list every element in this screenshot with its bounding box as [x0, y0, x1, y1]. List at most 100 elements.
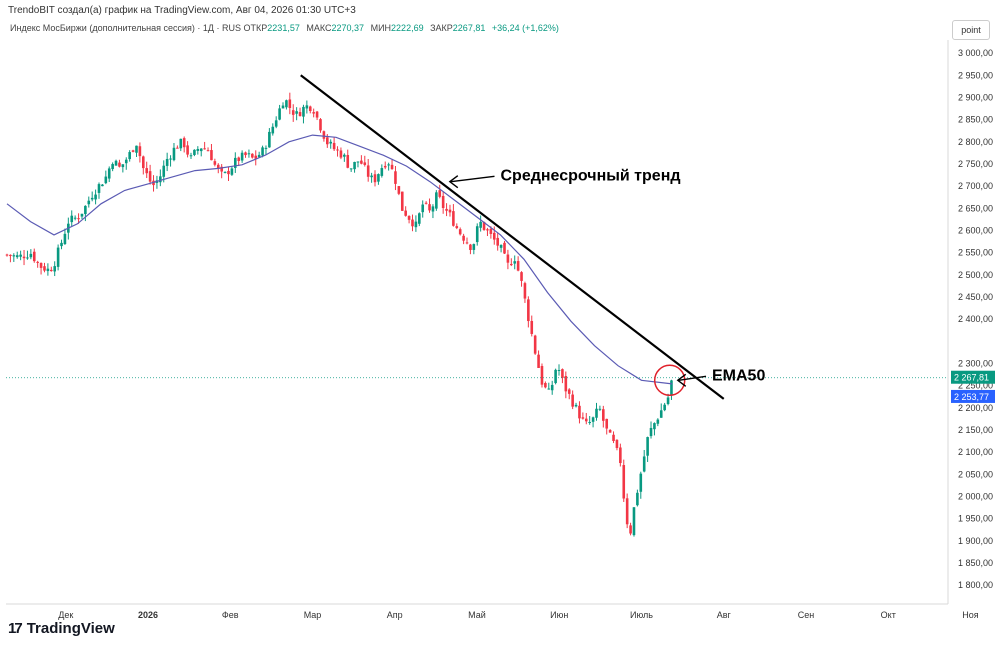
candle-body: [598, 408, 602, 410]
y-tick-label: 2 850,00: [958, 115, 993, 125]
candle-body: [513, 261, 517, 264]
annotation-arrow-shaft: [678, 375, 707, 381]
tradingview-logo[interactable]: 17 TradingView: [8, 620, 115, 637]
candle-body: [523, 283, 527, 299]
candle-body: [622, 465, 626, 499]
candle-body: [29, 253, 33, 258]
candle-body: [315, 111, 319, 118]
candle-body: [557, 370, 561, 372]
x-tick-label: Дек: [58, 610, 73, 620]
candle-body: [90, 197, 94, 200]
y-tick-label: 1 950,00: [958, 514, 993, 524]
candle-body: [394, 171, 397, 184]
candle-body: [506, 254, 510, 263]
annotation-arrow-shaft: [450, 175, 495, 183]
candle-body: [53, 266, 57, 272]
candle-body: [145, 168, 149, 174]
candle-body: [298, 112, 302, 117]
candle-body: [608, 429, 612, 433]
y-tick-label: 1 900,00: [958, 536, 993, 546]
x-tick-label: Май: [468, 610, 486, 620]
candle-body: [73, 217, 77, 219]
candle-body: [418, 213, 421, 224]
candle-body: [465, 242, 469, 244]
candle-body: [571, 394, 574, 407]
candle-body: [642, 456, 646, 472]
candle-body: [400, 191, 404, 211]
x-tick-label: Авг: [717, 610, 732, 620]
y-tick-label: 2 150,00: [958, 425, 993, 435]
candle-body: [264, 147, 268, 149]
candle-body: [438, 190, 442, 197]
candle-body: [186, 145, 189, 155]
candle-body: [281, 105, 285, 109]
candle-body: [234, 157, 237, 168]
candle-body: [489, 228, 493, 234]
candle-body: [189, 155, 193, 157]
candle-body: [131, 150, 135, 152]
candle-body: [87, 200, 91, 205]
candle-body: [564, 376, 568, 392]
candle-body: [383, 165, 387, 168]
candle-body: [619, 447, 622, 464]
candle-body: [291, 110, 295, 115]
candle-body: [107, 168, 111, 179]
candle-body: [462, 235, 465, 241]
candle-body: [591, 417, 595, 422]
y-tick-label: 2 550,00: [958, 248, 993, 258]
symbol-name: Индекс МосБиржи (дополнительная сессия) …: [10, 23, 242, 33]
ema50-line: [6, 134, 673, 385]
candle-body: [159, 176, 162, 183]
candle-body: [274, 120, 278, 127]
candle-body: [373, 174, 377, 183]
tradingview-logo-icon: 17: [8, 620, 23, 637]
candle-body: [479, 221, 482, 228]
candle-body: [101, 184, 104, 187]
ema-value-badge: [951, 389, 995, 403]
candle-body: [176, 147, 179, 149]
candle-body: [336, 149, 339, 151]
candle-body: [148, 171, 152, 182]
y-tick-label: 2 900,00: [958, 92, 993, 102]
candle-body: [237, 157, 241, 162]
candle-body: [172, 147, 176, 161]
price-axis-area: 3 000,00 2 950,00 2 900,00 2 850,00 2 800,00…: [6, 40, 993, 620]
candle-body: [615, 439, 619, 449]
candle-body: [5, 254, 9, 256]
candle-body: [370, 175, 373, 178]
candle-body: [380, 168, 384, 176]
candle-body: [632, 507, 636, 536]
candle-body: [516, 261, 520, 271]
low-value: 2222,69: [391, 23, 424, 33]
price-scale-mode-button[interactable]: point: [952, 20, 990, 40]
candle-body: [124, 159, 128, 164]
y-tick-label: 2 800,00: [958, 137, 993, 147]
candle-body: [554, 369, 557, 384]
candle-body: [63, 233, 67, 245]
y-tick-label: 2 450,00: [958, 292, 993, 302]
candle-body: [397, 186, 401, 194]
x-tick-label: Мар: [304, 610, 322, 620]
candle-body: [605, 418, 609, 429]
candle-body: [581, 417, 585, 419]
annotation-trend-label: Среднесрочный тренд: [501, 167, 681, 184]
candle-body: [639, 473, 643, 492]
candle-body: [19, 254, 22, 257]
candle-body: [199, 148, 203, 152]
candle-body: [196, 149, 200, 151]
candle-body: [649, 427, 653, 437]
candle-body: [322, 131, 326, 139]
trendline: [300, 74, 725, 400]
candle-body: [547, 388, 551, 390]
candle-body: [261, 147, 264, 156]
candle-body: [111, 164, 114, 170]
candle-body: [428, 204, 431, 211]
candle-body: [584, 418, 588, 422]
candle-body: [349, 168, 353, 170]
candle-body: [469, 244, 472, 250]
candle-body: [544, 382, 547, 388]
candle-body: [271, 126, 275, 134]
candle-body: [15, 255, 19, 258]
candle-body: [407, 215, 411, 220]
